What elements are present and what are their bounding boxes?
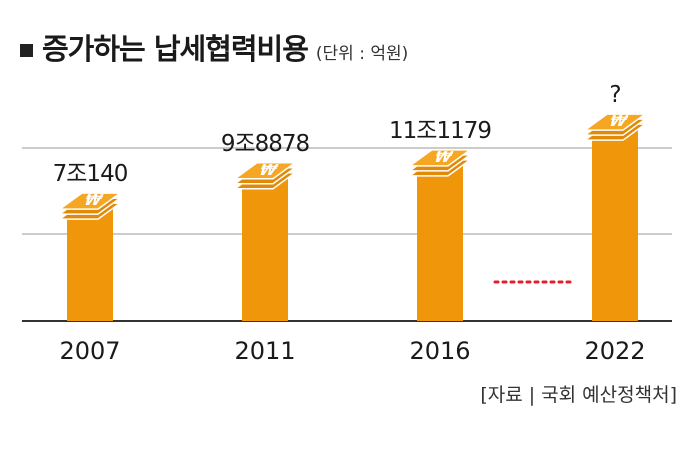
category-label-2007: 2007 bbox=[59, 337, 120, 365]
chart-title-row: 증가하는 납세협력비용 (단위 : 억원) bbox=[20, 26, 408, 66]
bar-2016 bbox=[417, 163, 463, 321]
value-label-2011: 9조8878 bbox=[221, 131, 310, 157]
coin-layer bbox=[582, 113, 648, 131]
bar-2011 bbox=[242, 176, 288, 321]
category-label-2022: 2022 bbox=[584, 337, 645, 365]
source-note: [자료 | 국회 예산정책처] bbox=[480, 384, 677, 406]
chart-unit: (단위 : 억원) bbox=[315, 44, 409, 64]
coin-stack-icon: ₩ bbox=[582, 112, 648, 141]
category-label-2016: 2016 bbox=[409, 337, 470, 365]
coin-stack-icon: ₩ bbox=[57, 191, 123, 220]
coin-layer bbox=[232, 162, 298, 180]
coin-layer bbox=[57, 192, 123, 210]
value-label-2022: ? bbox=[609, 82, 620, 108]
value-label-2007: 7조140 bbox=[53, 161, 128, 187]
coin-layer bbox=[407, 149, 473, 167]
coin-stack-icon: ₩ bbox=[407, 148, 473, 177]
chart-title: 증가하는 납세협력비용 bbox=[42, 32, 309, 66]
bar-2022 bbox=[592, 128, 638, 321]
coin-stack-icon: ₩ bbox=[232, 161, 298, 190]
title-bullet-icon bbox=[20, 44, 33, 57]
value-label-2016: 11조1179 bbox=[389, 118, 491, 144]
bar-2007 bbox=[67, 207, 113, 321]
category-label-2011: 2011 bbox=[234, 337, 295, 365]
